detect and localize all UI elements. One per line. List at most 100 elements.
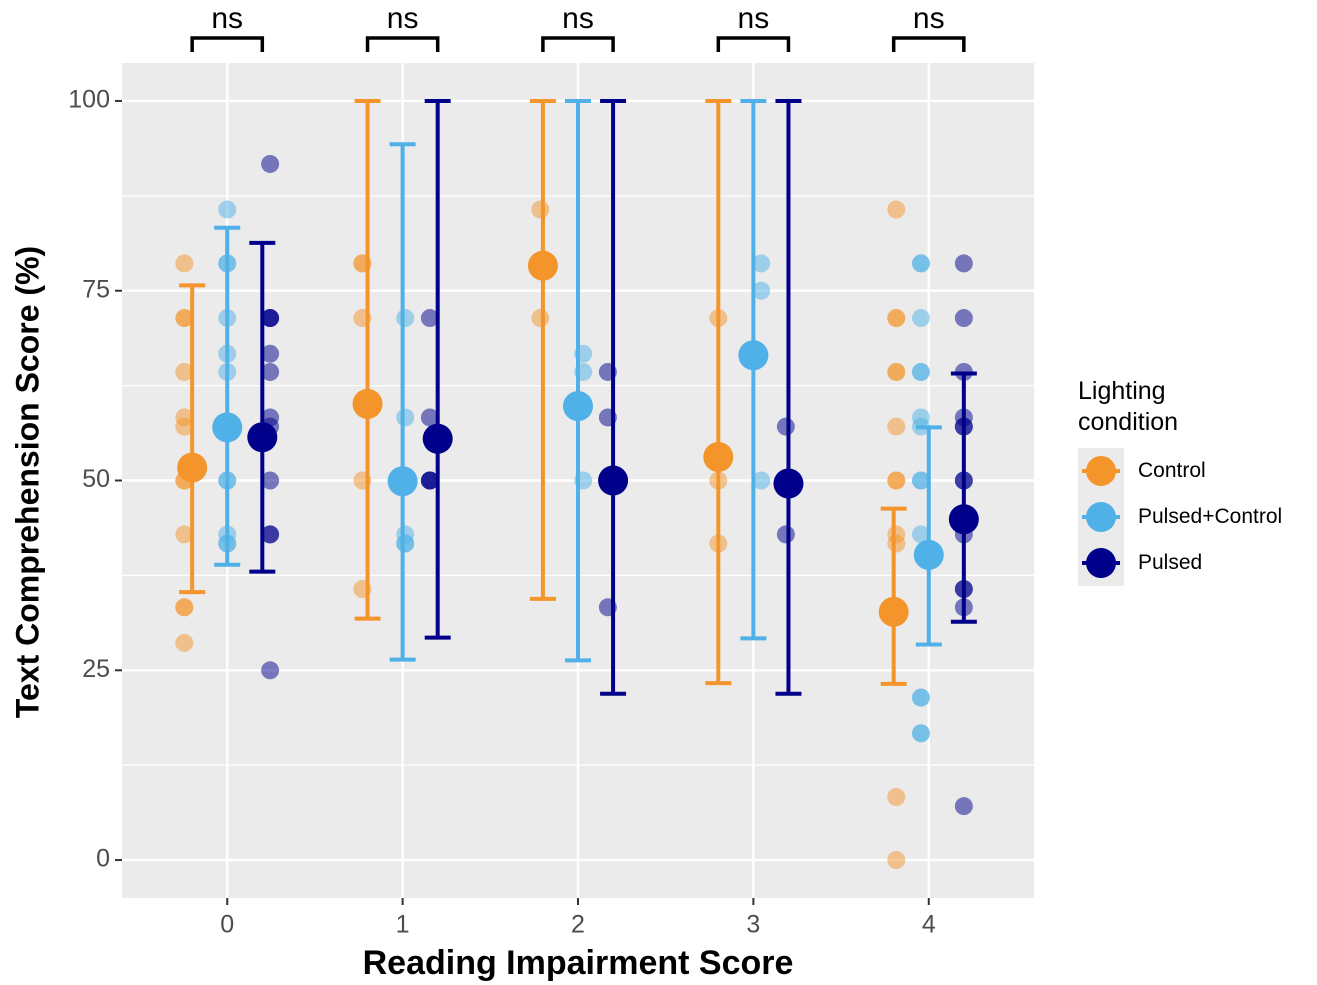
- data-point: [175, 525, 194, 544]
- error-bar: [600, 98, 627, 696]
- y-tick-label: 25: [82, 655, 110, 683]
- error-bar: [354, 98, 381, 621]
- data-point: [261, 154, 280, 173]
- data-point: [261, 471, 280, 490]
- error-bar: [775, 98, 802, 696]
- mean-point: [773, 468, 804, 499]
- legend-item: Pulsed+Control: [1078, 494, 1317, 540]
- mean-point: [212, 412, 243, 443]
- y-tick-label: 75: [82, 275, 110, 303]
- y-tick-label: 50: [82, 465, 110, 493]
- mean-point: [598, 465, 629, 496]
- mean-point: [913, 539, 944, 570]
- error-bar: [424, 98, 451, 640]
- data-point: [175, 598, 194, 617]
- data-point: [911, 362, 930, 381]
- x-tick-label: 2: [571, 911, 585, 939]
- legend-label: Pulsed+Control: [1138, 505, 1283, 528]
- data-point: [752, 281, 771, 300]
- data-point: [218, 200, 237, 219]
- mean-point: [177, 452, 208, 483]
- legend-item: Control: [1078, 448, 1317, 494]
- mean-point: [738, 340, 769, 371]
- data-point: [175, 309, 194, 328]
- significance-bracket: [190, 36, 265, 52]
- data-point: [261, 661, 280, 680]
- mean-point: [878, 596, 909, 627]
- error-bar: [950, 371, 977, 624]
- x-tick-label: 4: [922, 911, 936, 939]
- x-tick-label: 0: [220, 911, 234, 939]
- legend-key: [1078, 540, 1124, 586]
- legend: Lighting condition Control Pulsed+Control…: [1078, 376, 1317, 586]
- error-bar: [179, 283, 206, 595]
- legend-key-dot: [1086, 548, 1116, 578]
- x-tick-label: 1: [396, 911, 410, 939]
- data-point: [911, 724, 930, 743]
- data-point: [911, 254, 930, 273]
- data-point: [531, 200, 550, 219]
- significance-bracket: [716, 36, 791, 52]
- y-tick-label: 0: [96, 845, 110, 873]
- data-point: [887, 417, 906, 436]
- data-point: [175, 362, 194, 381]
- y-axis-title: Text Comprehension Score (%): [9, 246, 45, 718]
- significance-bracket: [891, 36, 966, 52]
- data-point: [175, 254, 194, 273]
- legend-key-dot: [1086, 502, 1116, 532]
- data-point: [531, 309, 550, 328]
- legend-title: Lighting condition: [1078, 377, 1179, 436]
- error-bar: [529, 98, 556, 601]
- data-point: [911, 309, 930, 328]
- mean-point: [422, 423, 453, 454]
- mean-point: [948, 504, 979, 535]
- x-tick-label: 3: [746, 911, 760, 939]
- error-bar: [249, 240, 276, 574]
- data-point: [261, 362, 280, 381]
- error-bar: [915, 425, 942, 647]
- mean-point: [387, 466, 418, 497]
- mean-point: [352, 388, 383, 419]
- significance-label: ns: [387, 2, 419, 35]
- legend-item: Pulsed: [1078, 540, 1317, 586]
- data-point: [887, 534, 906, 553]
- error-bar: [214, 225, 241, 567]
- mean-point: [703, 441, 734, 472]
- data-point: [887, 788, 906, 807]
- x-axis-title: Reading Impairment Score: [363, 944, 794, 982]
- data-point: [887, 309, 906, 328]
- data-point: [261, 525, 280, 544]
- legend-key: [1078, 494, 1124, 540]
- error-bar: [389, 142, 416, 662]
- mean-point: [563, 391, 593, 422]
- data-point: [911, 525, 930, 544]
- significance-bracket: [365, 36, 440, 52]
- mean-point: [527, 250, 558, 281]
- data-point: [887, 471, 906, 490]
- error-bar: [565, 98, 591, 663]
- data-point: [954, 254, 973, 273]
- data-point: [752, 254, 771, 273]
- data-point: [396, 408, 415, 427]
- error-bar: [705, 98, 732, 686]
- data-point: [420, 471, 439, 490]
- data-point: [911, 471, 930, 490]
- data-point: [752, 471, 771, 490]
- error-bar: [880, 506, 907, 686]
- data-point: [954, 309, 973, 328]
- significance-label: ns: [211, 2, 243, 35]
- significance-label: ns: [738, 2, 770, 35]
- data-point: [261, 344, 280, 363]
- data-point: [887, 200, 906, 219]
- data-point: [954, 797, 973, 816]
- data-point: [911, 688, 930, 707]
- data-point: [175, 633, 194, 652]
- data-point: [261, 309, 280, 328]
- data-point: [887, 362, 906, 381]
- data-point: [776, 417, 795, 436]
- chart: Reading Impairment Score Text Comprehens…: [9, 2, 1034, 982]
- data-point: [776, 525, 795, 544]
- significance-bracket: [541, 36, 615, 52]
- mean-point: [247, 422, 278, 453]
